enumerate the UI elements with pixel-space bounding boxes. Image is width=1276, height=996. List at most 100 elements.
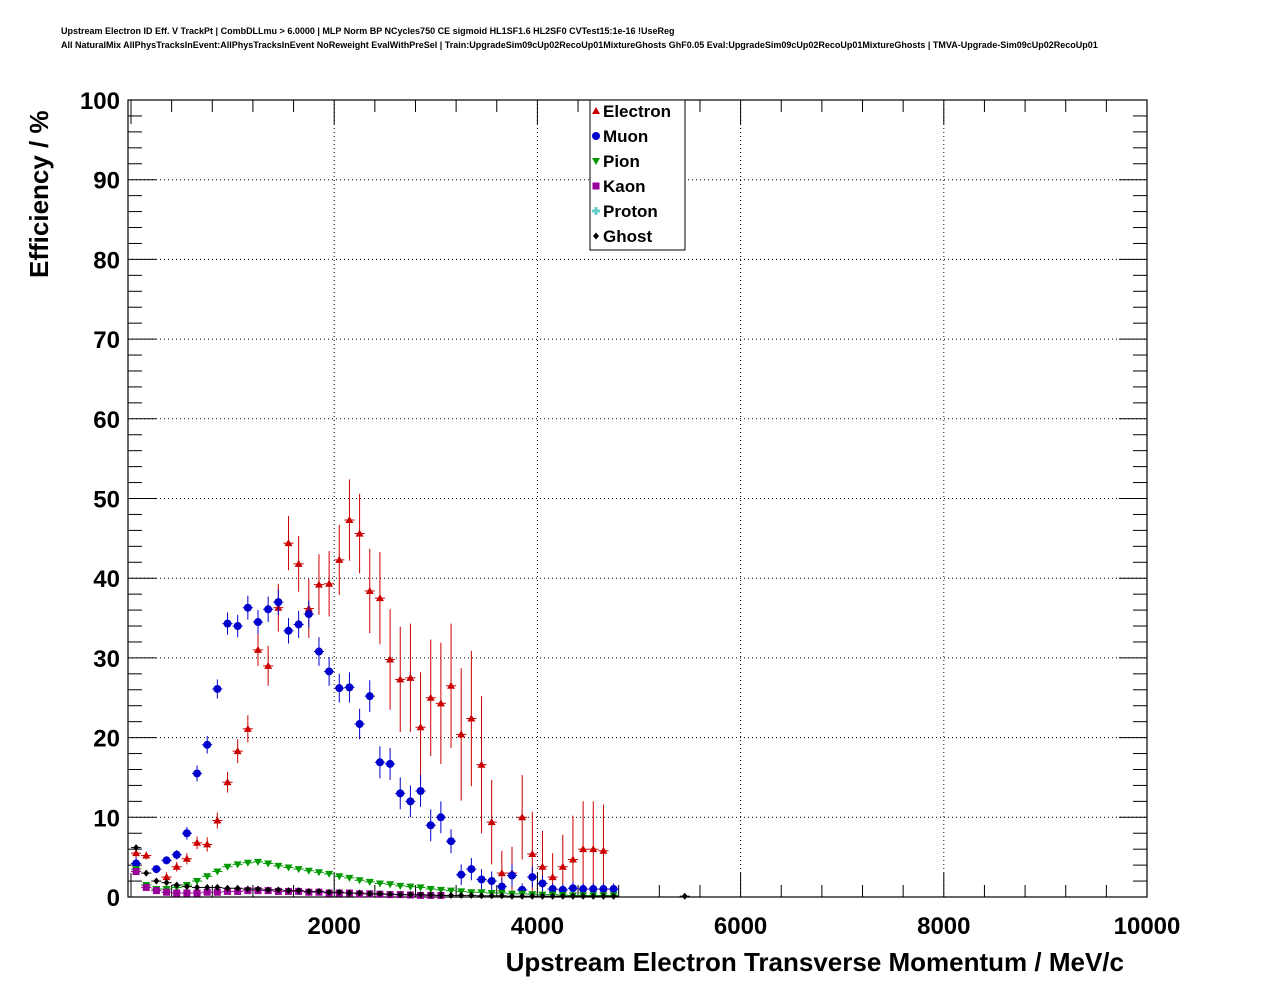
electron-marker: [162, 873, 171, 881]
legend: Electron Muon Pion Kaon Proton Ghost: [589, 99, 686, 251]
kaon-point: [191, 889, 203, 897]
muon-point: [385, 747, 396, 780]
muon-marker: [497, 882, 506, 891]
ghost-point: [608, 892, 619, 900]
pion-point: [435, 886, 446, 894]
x-tick-label: 6000: [714, 913, 767, 940]
ghost-marker: [529, 892, 536, 900]
pion-marker: [365, 878, 374, 886]
ghost-point: [466, 891, 477, 899]
electron-point: [476, 696, 487, 834]
electron-marker: [345, 516, 354, 524]
muon-point: [354, 708, 365, 740]
ghost-marker: [437, 891, 444, 899]
electron-point: [456, 668, 467, 801]
ghost-marker: [569, 892, 576, 900]
ghost-marker: [265, 886, 272, 894]
pion-marker: [386, 881, 395, 889]
pion-marker: [426, 886, 435, 894]
ghost-marker: [376, 890, 383, 898]
legend-box: [589, 99, 686, 251]
pion-marker: [254, 858, 262, 866]
muon-marker: [345, 683, 354, 692]
electron-point: [181, 853, 192, 865]
electron-marker: [518, 813, 527, 821]
ghost-point: [364, 890, 375, 898]
ghost-point: [212, 883, 223, 891]
electron-marker: [193, 838, 202, 846]
muon-point: [181, 826, 192, 840]
ghost-marker: [488, 892, 495, 900]
axis-ticks: [128, 99, 1148, 898]
pion-point: [242, 859, 253, 867]
ghost-marker: [580, 892, 587, 900]
electron-marker: [243, 724, 252, 732]
electron-marker: [172, 862, 181, 870]
pion-marker: [335, 873, 344, 881]
pion-point: [283, 864, 294, 872]
electron-marker: [406, 673, 415, 681]
muon-marker: [487, 877, 496, 886]
electron-marker: [497, 869, 506, 877]
ghost-point: [334, 888, 345, 896]
muon-marker: [152, 865, 161, 874]
pion-point: [374, 880, 385, 888]
pion-point: [202, 873, 213, 881]
muon-marker: [467, 865, 476, 874]
muon-marker: [558, 885, 567, 894]
muon-marker: [193, 769, 202, 778]
muon-point: [435, 801, 446, 834]
muon-marker: [416, 786, 425, 795]
electron-marker: [487, 818, 496, 826]
ghost-point: [131, 844, 142, 852]
ghost-point: [537, 892, 548, 900]
electron-point: [588, 801, 599, 897]
muon-marker: [396, 789, 405, 798]
muon-marker: [548, 885, 557, 894]
electron-point: [395, 626, 406, 733]
pion-point: [324, 870, 335, 878]
ghost-point: [324, 888, 335, 896]
muon-point: [313, 637, 325, 666]
ghost-marker: [498, 892, 505, 900]
ghost-point: [405, 891, 416, 899]
ghost-marker: [285, 887, 292, 895]
ghost-point: [374, 890, 385, 898]
muon-point: [212, 679, 223, 699]
electron-marker: [386, 655, 395, 663]
ghost-point: [344, 889, 355, 897]
legend-marker-kaon: [592, 182, 600, 190]
legend-item-pion: Pion: [592, 152, 640, 171]
kaon-marker: [132, 867, 140, 875]
pion-marker: [264, 860, 273, 868]
electron-point: [202, 837, 213, 852]
ghost-marker: [559, 892, 566, 900]
electron-marker: [314, 580, 323, 588]
ghost-marker: [183, 883, 190, 891]
ghost-marker: [234, 884, 241, 892]
pion-point: [344, 874, 355, 882]
ghost-point: [313, 887, 325, 895]
muon-marker: [457, 870, 466, 879]
electron-point: [313, 554, 325, 615]
muon-point: [476, 869, 487, 890]
electron-point: [466, 650, 477, 787]
electron-point: [232, 739, 243, 764]
ghost-point: [456, 891, 467, 899]
electron-marker: [264, 661, 273, 669]
muon-point: [283, 618, 294, 644]
ghost-point: [181, 883, 192, 891]
ghost-marker: [590, 892, 597, 900]
pion-point: [364, 878, 375, 886]
kaon-marker: [152, 887, 160, 895]
pion-marker: [294, 866, 303, 874]
muon-point: [171, 849, 182, 860]
muon-marker: [182, 829, 191, 838]
kaon-marker: [142, 883, 150, 891]
pion-marker: [203, 873, 212, 881]
ghost-marker: [478, 892, 485, 900]
muon-marker: [203, 740, 212, 749]
pion-point: [425, 886, 436, 894]
ghost-point: [141, 869, 152, 877]
muon-marker: [508, 871, 516, 880]
